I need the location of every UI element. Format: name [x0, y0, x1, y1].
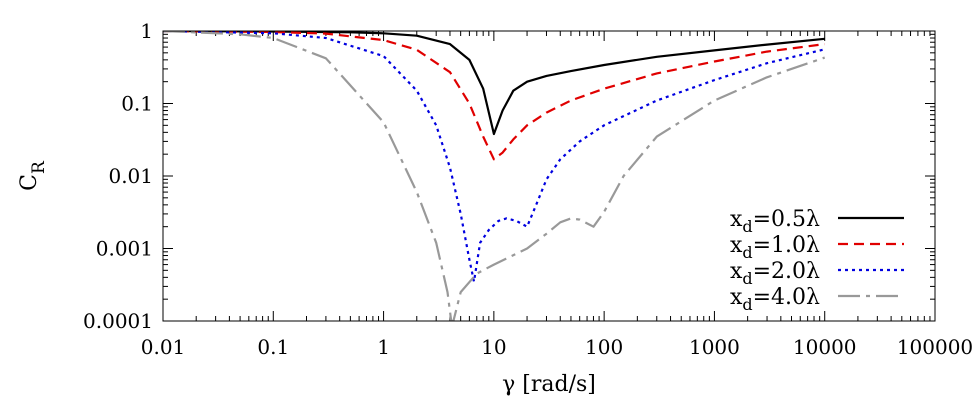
x-tick-label: 100000 [897, 335, 973, 359]
svg-text:CR: CR [17, 160, 49, 191]
plot-frame [162, 30, 936, 322]
x-tick-label: 100 [585, 335, 623, 359]
series-line-3 [163, 31, 825, 283]
x-tick-label: 1 [377, 335, 390, 359]
series-line-4 [163, 31, 826, 321]
x-tick-label: 10000 [793, 335, 857, 359]
y-tick-label: 1 [140, 19, 153, 43]
series-line-2 [163, 31, 825, 161]
x-axis-label: γ [rad/s] [502, 372, 596, 397]
legend-label: xd=4.0λ [730, 285, 820, 314]
legend-label: xd=0.5λ [730, 207, 820, 236]
legend-label: xd=2.0λ [730, 259, 820, 288]
y-tick-label: 0.1 [121, 92, 153, 116]
x-tick-label: 0.1 [257, 335, 289, 359]
y-tick-labels: 0.0001 0.001 0.01 0.1 1 [83, 19, 153, 333]
y-axis-label: CR [17, 160, 49, 191]
y-tick-label: 0.001 [96, 237, 153, 261]
x-tick-label: 10 [481, 335, 506, 359]
y-axis-label-main: C [17, 174, 42, 191]
x-tick-label: 0.01 [141, 335, 186, 359]
legend-label: xd=1.0λ [730, 233, 820, 262]
series-group [163, 31, 826, 321]
axis-ticks [162, 30, 936, 322]
series-line-1 [163, 31, 825, 136]
y-axis-label-subscript: R [29, 160, 49, 174]
y-tick-label: 0.01 [108, 164, 153, 188]
x-tick-labels: 0.01 0.1 1 10 100 1000 10000 100000 [141, 335, 973, 359]
y-tick-label: 0.0001 [83, 309, 153, 333]
x-tick-label: 1000 [689, 335, 740, 359]
